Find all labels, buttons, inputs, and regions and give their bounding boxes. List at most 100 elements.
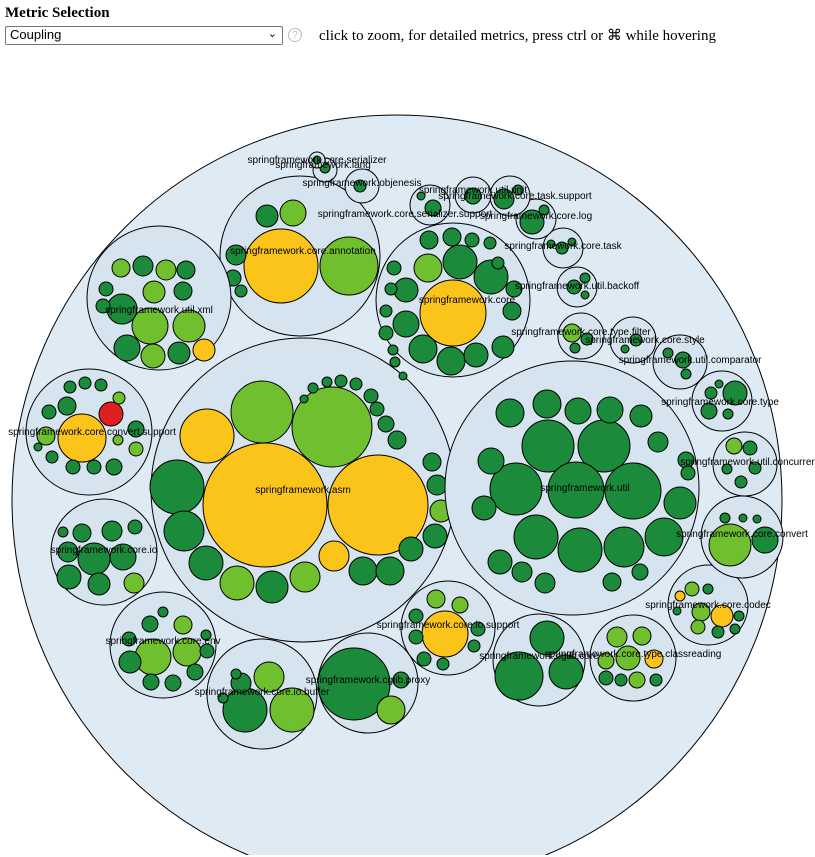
class-circle[interactable] bbox=[477, 447, 505, 475]
class-circle[interactable] bbox=[419, 230, 439, 250]
class-circle[interactable] bbox=[57, 541, 79, 563]
class-circle[interactable] bbox=[511, 561, 533, 583]
circle-packing-diagram[interactable]: springframework.asm springframework.util s… bbox=[0, 55, 815, 855]
class-circle[interactable] bbox=[56, 564, 82, 590]
class-circle[interactable] bbox=[596, 396, 624, 424]
class-circle[interactable] bbox=[200, 629, 212, 641]
class-circle[interactable] bbox=[422, 523, 448, 549]
class-circle[interactable] bbox=[569, 342, 581, 354]
class-circle[interactable] bbox=[386, 260, 402, 276]
class-circle[interactable] bbox=[65, 459, 81, 475]
package-springframework-util[interactable] bbox=[444, 360, 700, 616]
class-circle[interactable] bbox=[375, 556, 405, 586]
class-circle[interactable] bbox=[721, 463, 733, 475]
class-circle[interactable] bbox=[105, 458, 123, 476]
class-circle[interactable] bbox=[127, 420, 145, 438]
class-circle[interactable] bbox=[186, 663, 204, 681]
class-circle[interactable] bbox=[674, 351, 692, 369]
class-circle[interactable] bbox=[155, 259, 177, 281]
class-circle[interactable] bbox=[647, 431, 669, 453]
class-circle[interactable] bbox=[127, 519, 143, 535]
class-circle[interactable] bbox=[269, 687, 315, 733]
metric-select[interactable]: Coupling ⌄ bbox=[5, 26, 283, 45]
class-circle[interactable] bbox=[321, 376, 333, 388]
class-circle[interactable] bbox=[564, 397, 592, 425]
class-circle[interactable] bbox=[662, 347, 674, 359]
class-circle[interactable] bbox=[132, 255, 154, 277]
class-circle[interactable] bbox=[629, 404, 653, 428]
package-springframework-cglib-proxy[interactable] bbox=[317, 632, 419, 734]
class-circle[interactable] bbox=[317, 647, 391, 721]
class-circle[interactable] bbox=[363, 388, 379, 404]
class-circle[interactable] bbox=[421, 610, 469, 658]
package-springframework-core-type-filter[interactable] bbox=[557, 312, 605, 360]
class-circle[interactable] bbox=[87, 572, 111, 596]
class-circle[interactable] bbox=[307, 382, 319, 394]
class-circle[interactable] bbox=[470, 621, 486, 637]
class-circle[interactable] bbox=[142, 673, 160, 691]
class-circle[interactable] bbox=[422, 452, 442, 472]
class-circle[interactable] bbox=[334, 374, 348, 388]
class-circle[interactable] bbox=[580, 290, 590, 300]
class-circle[interactable] bbox=[684, 581, 700, 597]
class-circle[interactable] bbox=[566, 279, 582, 295]
class-circle[interactable] bbox=[393, 277, 419, 303]
class-circle[interactable] bbox=[72, 523, 92, 543]
package-springframework-core[interactable] bbox=[375, 222, 531, 381]
class-circle[interactable] bbox=[491, 256, 505, 270]
class-circle[interactable] bbox=[751, 526, 779, 554]
class-circle[interactable] bbox=[719, 512, 731, 524]
class-circle[interactable] bbox=[733, 610, 745, 622]
class-circle[interactable] bbox=[98, 281, 114, 297]
class-circle[interactable] bbox=[534, 572, 556, 594]
package-springframework-core-style[interactable] bbox=[609, 316, 657, 364]
package-springframework-util-concurrent[interactable] bbox=[712, 431, 778, 497]
class-circle[interactable] bbox=[603, 526, 645, 568]
class-circle[interactable] bbox=[632, 626, 652, 646]
class-circle[interactable] bbox=[113, 334, 141, 362]
class-circle[interactable] bbox=[738, 513, 748, 523]
package-springframework-core-io-support[interactable] bbox=[400, 580, 496, 676]
class-circle[interactable] bbox=[312, 155, 322, 165]
class-circle[interactable] bbox=[663, 486, 697, 520]
class-circle[interactable] bbox=[725, 437, 743, 455]
class-circle[interactable] bbox=[467, 639, 481, 653]
package-springframework-core-codec[interactable] bbox=[667, 564, 749, 646]
class-circle[interactable] bbox=[521, 419, 575, 473]
class-circle[interactable] bbox=[78, 376, 92, 390]
class-circle[interactable] bbox=[606, 626, 628, 648]
class-circle[interactable] bbox=[217, 692, 229, 704]
class-circle[interactable] bbox=[495, 398, 525, 428]
class-circle[interactable] bbox=[94, 378, 108, 392]
class-circle[interactable] bbox=[598, 670, 614, 686]
class-circle[interactable] bbox=[33, 442, 43, 452]
class-circle[interactable] bbox=[700, 402, 718, 420]
class-circle[interactable] bbox=[112, 434, 124, 446]
package-springframework-core-type-classreading[interactable] bbox=[589, 614, 677, 702]
class-circle[interactable] bbox=[628, 671, 646, 689]
class-circle[interactable] bbox=[172, 309, 206, 343]
class-circle[interactable] bbox=[219, 565, 255, 601]
class-circle[interactable] bbox=[680, 368, 692, 380]
class-circle[interactable] bbox=[230, 668, 242, 680]
class-circle[interactable] bbox=[722, 408, 734, 420]
class-circle[interactable] bbox=[548, 654, 584, 690]
class-circle[interactable] bbox=[742, 440, 758, 456]
class-circle[interactable] bbox=[111, 258, 131, 278]
package-springframework-asm[interactable] bbox=[149, 337, 456, 643]
class-circle[interactable] bbox=[98, 401, 124, 427]
class-circle[interactable] bbox=[387, 430, 407, 450]
package-springframework-cglib-core[interactable] bbox=[492, 613, 586, 707]
class-circle[interactable] bbox=[505, 280, 523, 298]
class-circle[interactable] bbox=[711, 625, 725, 639]
package-springframework-util-comparator[interactable] bbox=[652, 334, 708, 390]
package-springframework-core-log[interactable] bbox=[515, 198, 557, 240]
class-circle[interactable] bbox=[230, 380, 294, 444]
class-circle[interactable] bbox=[644, 517, 684, 557]
class-circle[interactable] bbox=[319, 236, 379, 296]
class-circle[interactable] bbox=[615, 645, 641, 671]
class-circle[interactable] bbox=[714, 379, 724, 389]
package-springframework-core-io-buffer[interactable] bbox=[206, 638, 318, 750]
class-circle[interactable] bbox=[451, 596, 469, 614]
class-circle[interactable] bbox=[279, 199, 307, 227]
